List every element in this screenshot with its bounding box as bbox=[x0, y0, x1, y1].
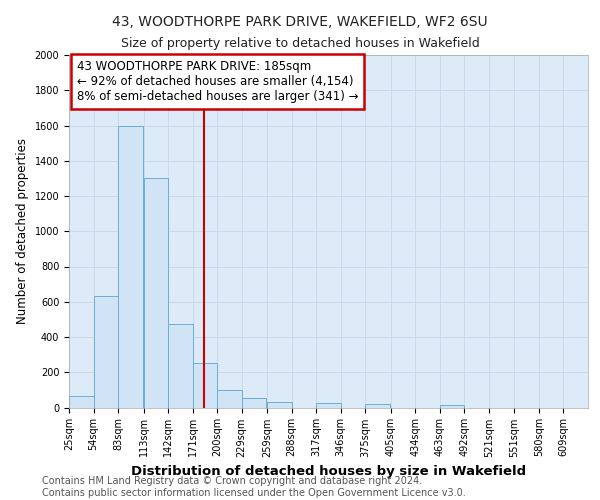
Text: Size of property relative to detached houses in Wakefield: Size of property relative to detached ho… bbox=[121, 38, 479, 51]
Text: Contains HM Land Registry data © Crown copyright and database right 2024.
Contai: Contains HM Land Registry data © Crown c… bbox=[42, 476, 466, 498]
Bar bbox=[69, 396, 94, 407]
Bar bbox=[118, 126, 143, 408]
Y-axis label: Number of detached properties: Number of detached properties bbox=[16, 138, 29, 324]
Bar bbox=[242, 398, 266, 407]
Bar bbox=[316, 403, 341, 407]
X-axis label: Distribution of detached houses by size in Wakefield: Distribution of detached houses by size … bbox=[131, 465, 526, 478]
Bar bbox=[143, 178, 168, 408]
Bar bbox=[267, 402, 292, 407]
Bar bbox=[193, 364, 217, 408]
Bar bbox=[365, 404, 390, 407]
Bar bbox=[440, 405, 464, 407]
Text: 43, WOODTHORPE PARK DRIVE, WAKEFIELD, WF2 6SU: 43, WOODTHORPE PARK DRIVE, WAKEFIELD, WF… bbox=[112, 15, 488, 29]
Bar bbox=[217, 390, 242, 407]
Text: 43 WOODTHORPE PARK DRIVE: 185sqm
← 92% of detached houses are smaller (4,154)
8%: 43 WOODTHORPE PARK DRIVE: 185sqm ← 92% o… bbox=[77, 60, 358, 104]
Bar bbox=[94, 296, 118, 408]
Bar bbox=[168, 324, 193, 407]
